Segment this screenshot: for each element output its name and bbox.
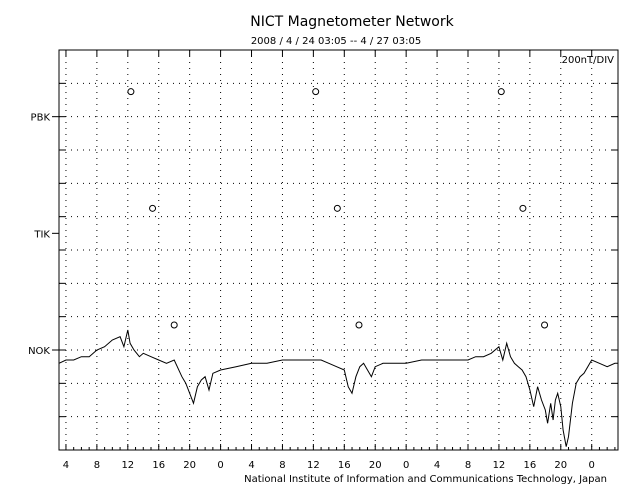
x-tick-label: 16 [338, 460, 351, 471]
x-tick-label: 12 [121, 460, 134, 471]
scale-label: 200nT/DIV [562, 55, 615, 66]
grid [59, 50, 618, 450]
plot-frame [58, 49, 619, 451]
x-tick-label: 0 [589, 460, 595, 471]
x-tick-label: 16 [152, 460, 165, 471]
station-marker [355, 321, 363, 329]
axis-ticks [52, 50, 618, 450]
x-tick-label: 8 [94, 460, 100, 471]
x-tick-label: 0 [217, 460, 223, 471]
station-marker [127, 88, 135, 96]
station-marker [312, 88, 320, 96]
x-tick-labels: 4 8 12 16 20 0 4 8 12 16 20 0 4 8 12 16 20 0 [63, 460, 595, 471]
x-tick-label: 20 [369, 460, 382, 471]
x-tick-label: 4 [434, 460, 440, 471]
x-tick-label: 4 [248, 460, 254, 471]
station-marker [170, 321, 178, 329]
plot-area [52, 49, 619, 451]
x-tick-label: 4 [63, 460, 69, 471]
station-label: NOK [28, 346, 50, 357]
x-tick-label: 12 [307, 460, 320, 471]
x-tick-label: 8 [279, 460, 285, 471]
station-marker [519, 204, 527, 212]
footer-credit: National Institute of Information and Co… [244, 474, 607, 485]
x-tick-label: 0 [403, 460, 409, 471]
series-line [58, 329, 618, 447]
chart-subtitle: 2008 / 4 / 24 03:05 -- 4 / 27 03:05 [251, 36, 421, 47]
station-marker [497, 88, 505, 96]
station-markers [127, 88, 549, 329]
station-labels: PBK TIK NOK [28, 113, 50, 357]
station-label: TIK [33, 229, 50, 240]
x-tick-label: 20 [183, 460, 196, 471]
x-tick-label: 8 [465, 460, 471, 471]
x-tick-label: 12 [493, 460, 506, 471]
station-label: PBK [31, 113, 51, 124]
x-tick-label: 20 [554, 460, 567, 471]
station-marker [541, 321, 549, 329]
series-lines [58, 329, 618, 447]
station-marker [333, 204, 341, 212]
chart-title: NICT Magnetometer Network [250, 14, 454, 30]
x-tick-label: 16 [523, 460, 536, 471]
station-marker [149, 204, 157, 212]
